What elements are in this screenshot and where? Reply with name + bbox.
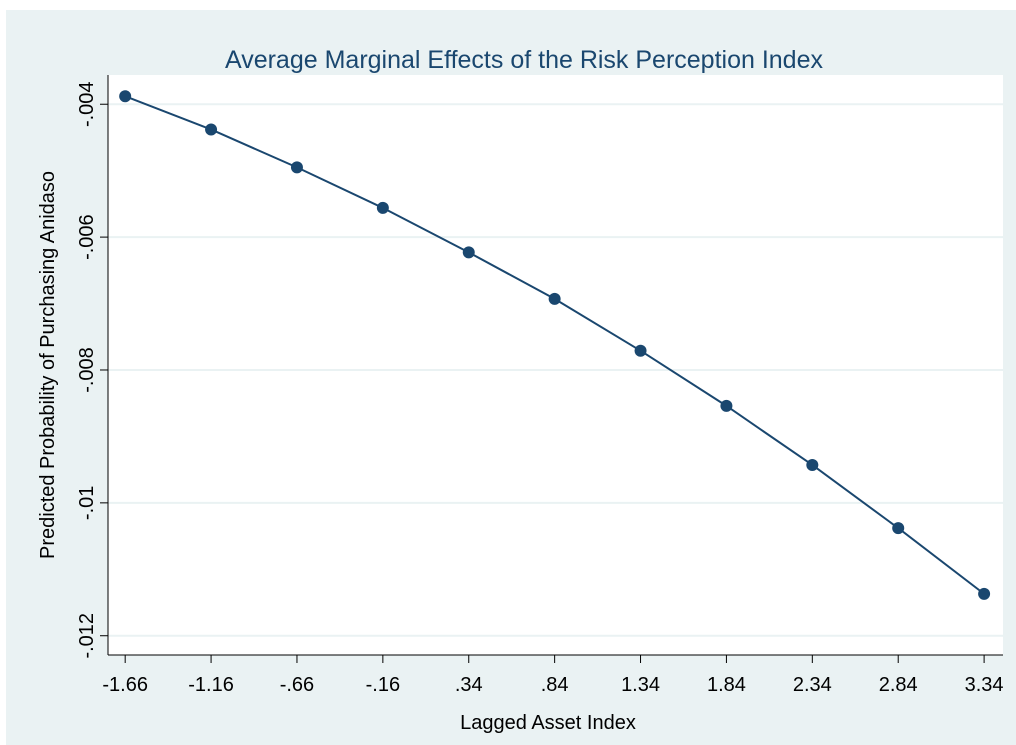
y-tick-label: -.012 [76, 613, 98, 659]
x-tick-label: 2.84 [879, 674, 918, 696]
x-tick-label: 2.34 [793, 674, 832, 696]
y-axis-title: Predicted Probability of Purchasing Anid… [37, 171, 59, 559]
x-tick-label: .84 [541, 674, 569, 696]
x-tick-label: 3.34 [965, 674, 1004, 696]
x-tick-label: 1.34 [621, 674, 660, 696]
y-tick-label: -.004 [76, 81, 98, 127]
data-point [205, 123, 218, 136]
data-point [892, 522, 905, 535]
x-tick-label: -1.66 [102, 674, 148, 696]
x-tick-label: 1.84 [707, 674, 746, 696]
plot-area [108, 75, 1003, 655]
data-point [806, 458, 819, 471]
data-point [548, 292, 561, 305]
data-point [376, 201, 389, 214]
data-point [720, 399, 733, 412]
data-point [978, 587, 991, 600]
x-tick-label: .34 [455, 674, 483, 696]
x-tick-label: -.16 [366, 674, 400, 696]
data-point [634, 344, 647, 357]
y-tick-label: -.008 [76, 347, 98, 393]
data-point [462, 246, 475, 259]
x-axis-title: Lagged Asset Index [460, 712, 636, 734]
x-tick-label: -1.16 [188, 674, 234, 696]
data-point [290, 161, 303, 174]
data-point [119, 90, 132, 103]
y-tick-label: -.01 [76, 486, 98, 520]
chart-title: Average Marginal Effects of the Risk Per… [225, 46, 824, 74]
y-tick-label: -.006 [76, 214, 98, 260]
x-tick-label: -.66 [280, 674, 314, 696]
